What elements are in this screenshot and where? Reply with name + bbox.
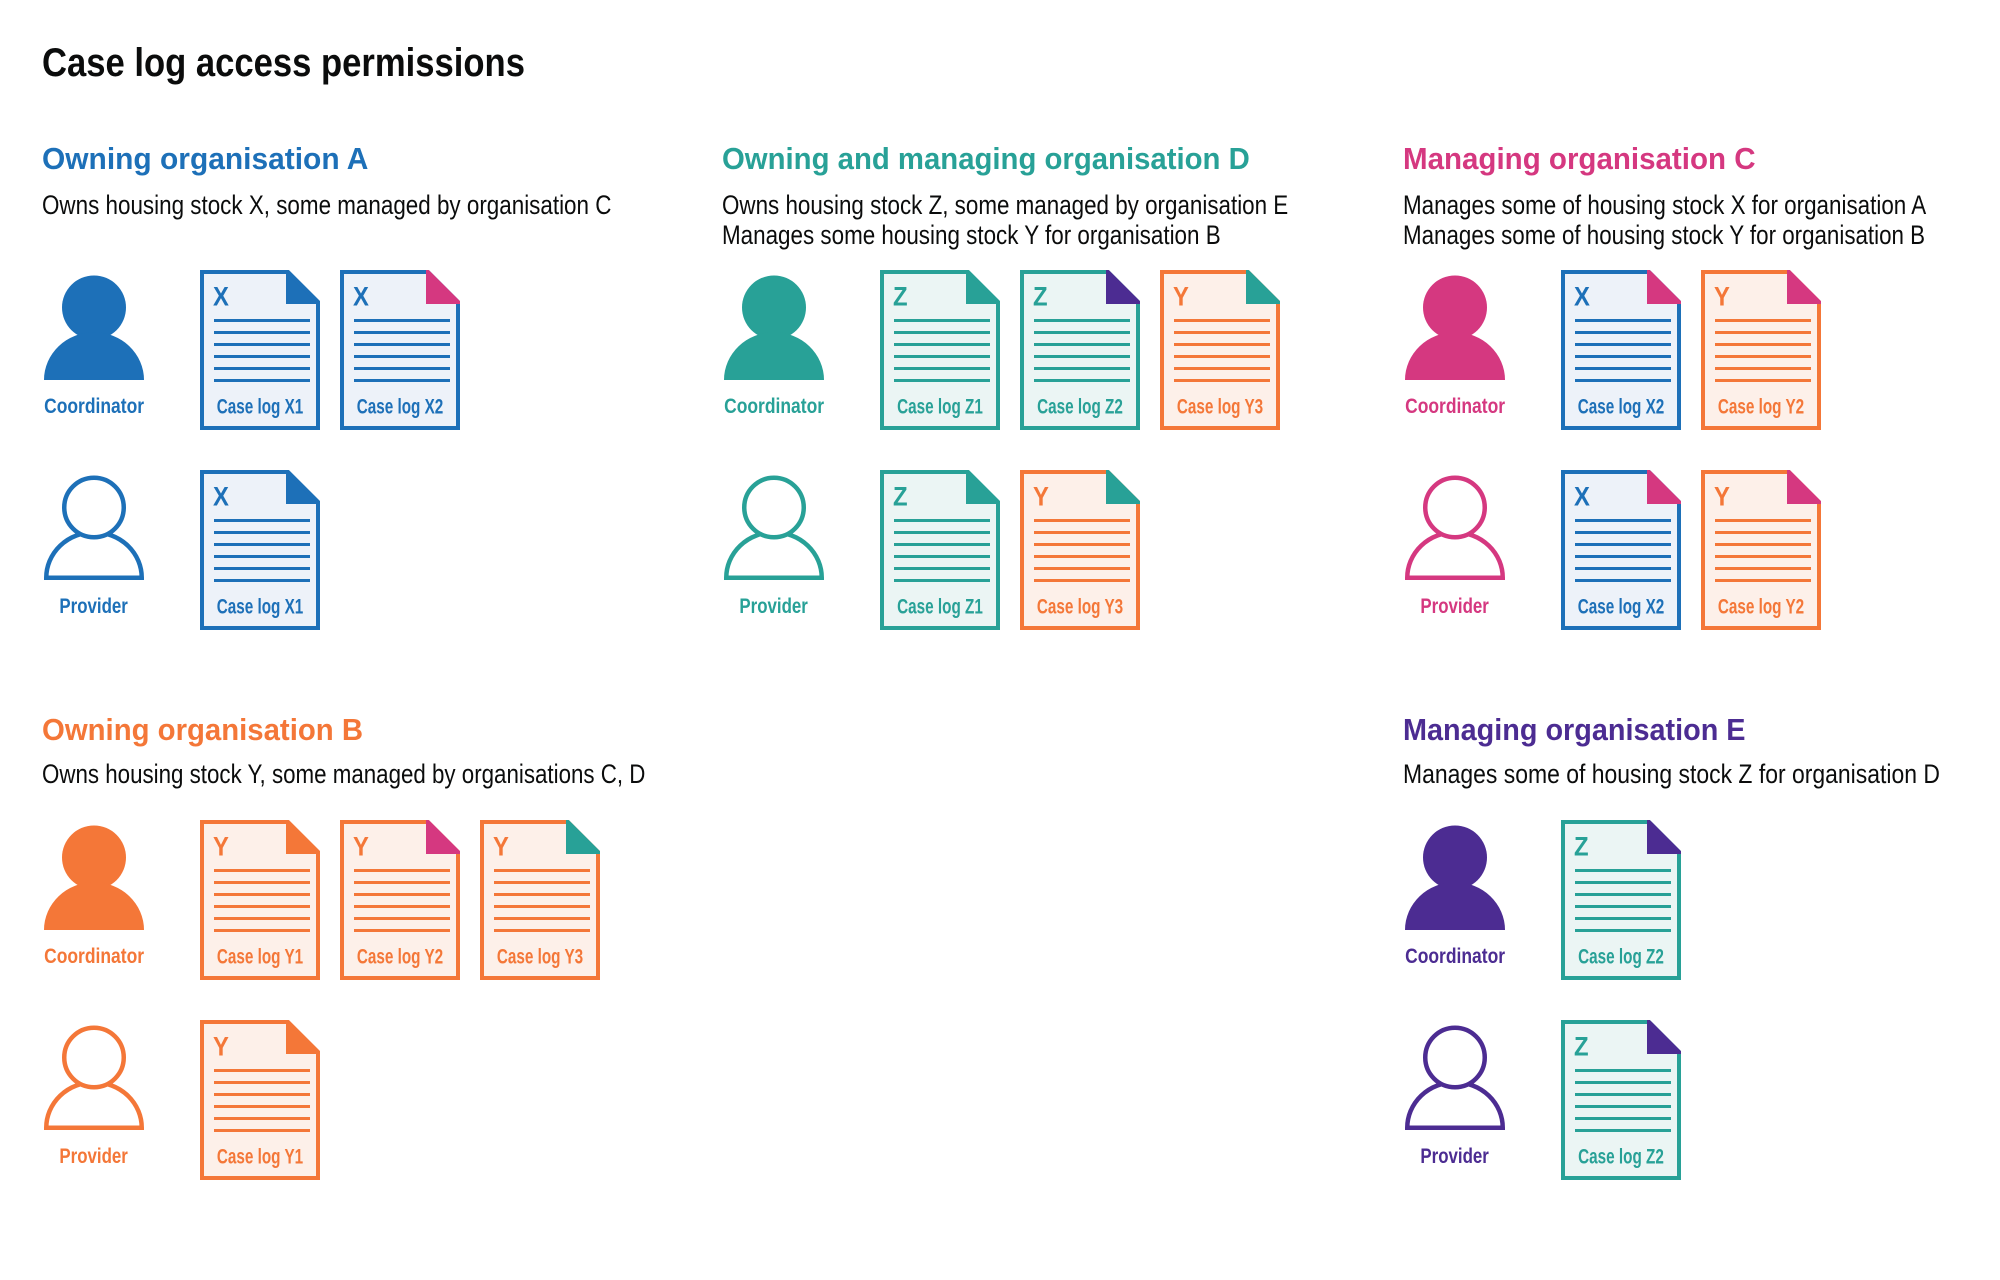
svg-text:Case log Y2: Case log Y2 (1718, 394, 1804, 418)
svg-text:Case log Y2: Case log Y2 (1718, 594, 1804, 618)
svg-text:Case log Y3: Case log Y3 (497, 944, 583, 968)
svg-text:Case log X2: Case log X2 (357, 394, 444, 418)
svg-text:X: X (213, 482, 229, 511)
svg-text:Case log X1: Case log X1 (217, 394, 304, 418)
svg-text:X: X (1574, 482, 1590, 511)
svg-text:Y: Y (213, 832, 229, 861)
svg-text:Z: Z (893, 282, 908, 311)
svg-text:Case log Z2: Case log Z2 (1037, 394, 1123, 418)
svg-text:Y: Y (353, 832, 369, 861)
svg-text:Y: Y (213, 1032, 229, 1061)
svg-text:Case log Z2: Case log Z2 (1578, 1144, 1664, 1168)
svg-text:Y: Y (1173, 282, 1189, 311)
svg-text:X: X (353, 282, 369, 311)
svg-text:Case log Y1: Case log Y1 (217, 944, 303, 968)
svg-text:Case log Y2: Case log Y2 (357, 944, 443, 968)
svg-text:Case log Y1: Case log Y1 (217, 1144, 303, 1168)
svg-text:Y: Y (493, 832, 509, 861)
svg-text:Case log X2: Case log X2 (1578, 594, 1665, 618)
svg-text:X: X (213, 282, 229, 311)
svg-text:Y: Y (1714, 482, 1730, 511)
svg-text:Case log Z1: Case log Z1 (897, 594, 983, 618)
svg-text:Case log X2: Case log X2 (1578, 394, 1665, 418)
svg-text:Z: Z (893, 482, 908, 511)
svg-text:Case log Y3: Case log Y3 (1037, 594, 1123, 618)
svg-text:Z: Z (1033, 282, 1048, 311)
svg-text:Y: Y (1033, 482, 1049, 511)
svg-text:Case log X1: Case log X1 (217, 594, 304, 618)
svg-text:Y: Y (1714, 282, 1730, 311)
svg-text:Z: Z (1574, 832, 1589, 861)
svg-text:X: X (1574, 282, 1590, 311)
svg-text:Case log Z2: Case log Z2 (1578, 944, 1664, 968)
svg-text:Case log Z1: Case log Z1 (897, 394, 983, 418)
svg-text:Case log Y3: Case log Y3 (1177, 394, 1263, 418)
svg-text:Z: Z (1574, 1032, 1589, 1061)
